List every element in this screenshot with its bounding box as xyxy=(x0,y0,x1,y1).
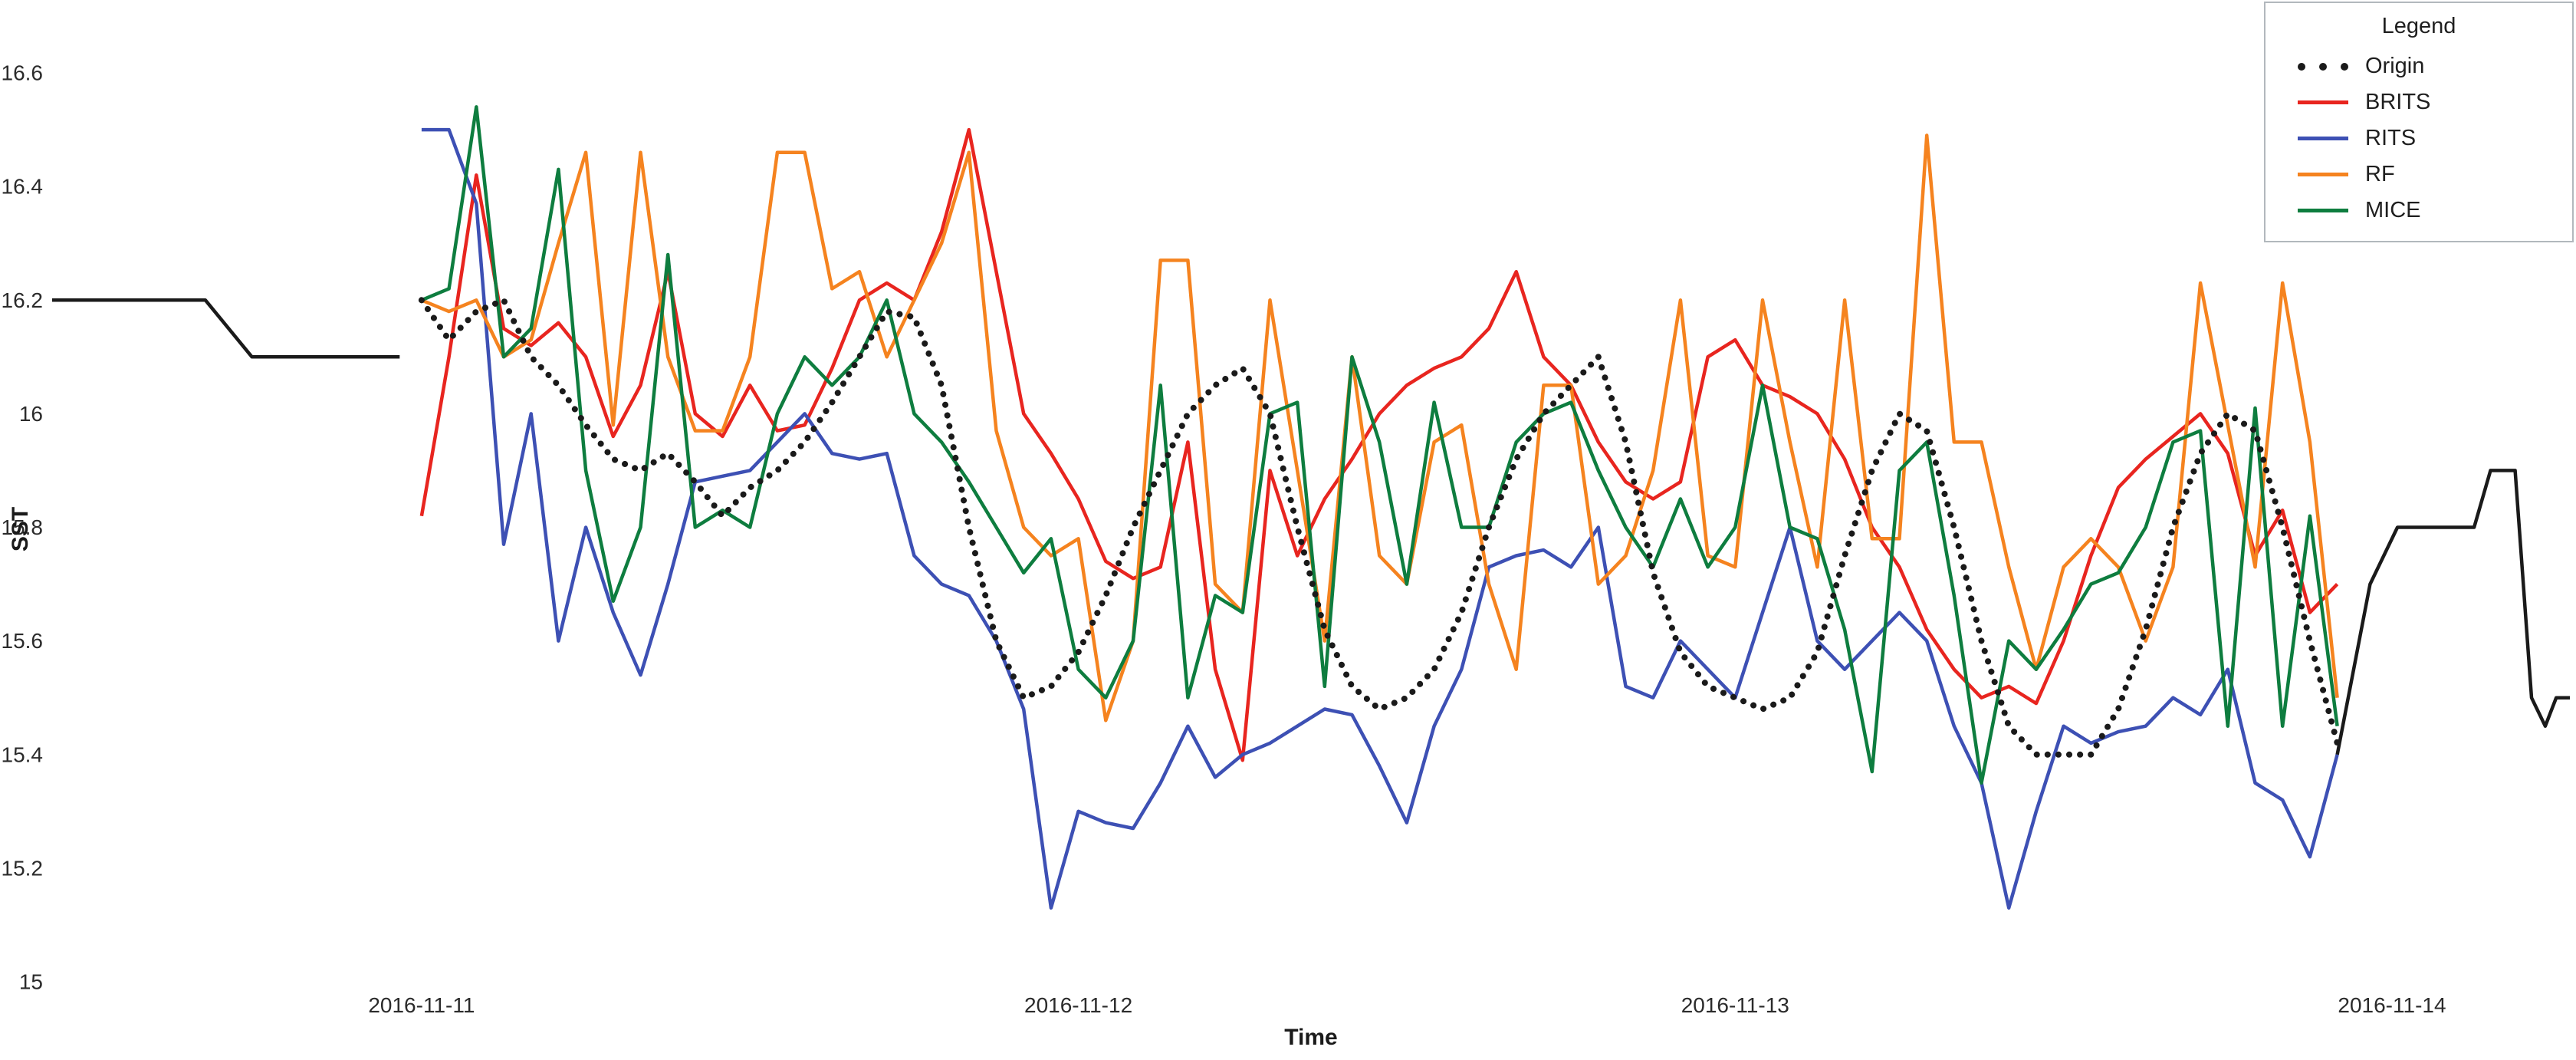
x-tick-label: 2016-11-12 xyxy=(1024,993,1132,1017)
y-tick-label: 15 xyxy=(19,970,43,994)
x-tick-label: 2016-11-14 xyxy=(2338,993,2446,1017)
y-tick-label: 16.6 xyxy=(2,61,44,85)
legend-item-origin: Origin xyxy=(2266,48,2572,84)
rf-line-marker xyxy=(2298,173,2348,176)
brits-line-marker xyxy=(2298,100,2348,104)
x-axis-label: Time xyxy=(1284,1025,1338,1050)
legend-item-rits: RITS xyxy=(2266,120,2572,156)
y-tick-label: 15.6 xyxy=(2,629,44,653)
legend-label-rf: RF xyxy=(2365,162,2395,186)
legend-item-mice: MICE xyxy=(2266,193,2572,229)
legend: Legend Origin BRITS RITS RF MICE xyxy=(2264,2,2574,242)
x-tick-label: 2016-11-11 xyxy=(368,993,475,1017)
rits-line xyxy=(421,127,2339,910)
legend-item-rf: RF xyxy=(2266,156,2572,193)
y-tick-label: 15.8 xyxy=(2,515,44,539)
y-tick-label: 16 xyxy=(19,402,43,426)
legend-label-brits: BRITS xyxy=(2365,90,2431,114)
y-axis-label: SST xyxy=(8,506,33,552)
x-tick-label: 2016-11-13 xyxy=(1681,993,1789,1017)
legend-item-brits: BRITS xyxy=(2266,84,2572,120)
y-tick-label: 16.2 xyxy=(2,288,44,312)
origin-line xyxy=(418,297,2341,758)
mice-line-marker xyxy=(2298,209,2348,212)
origin-line xyxy=(52,298,400,359)
rf-line xyxy=(421,133,2339,723)
y-tick-label: 15.2 xyxy=(2,856,44,880)
brits-line xyxy=(419,127,2339,762)
rits-line-marker xyxy=(2298,137,2348,140)
y-tick-label: 16.4 xyxy=(2,175,44,199)
legend-title: Legend xyxy=(2381,14,2456,38)
y-tick-label: 15.4 xyxy=(2,742,44,766)
mice-line xyxy=(421,105,2339,785)
legend-label-mice: MICE xyxy=(2365,198,2421,222)
legend-label-rits: RITS xyxy=(2365,126,2417,150)
origin-dotted-line-marker xyxy=(2298,62,2348,71)
origin-line xyxy=(2335,469,2570,755)
legend-label-origin: Origin xyxy=(2365,54,2425,78)
